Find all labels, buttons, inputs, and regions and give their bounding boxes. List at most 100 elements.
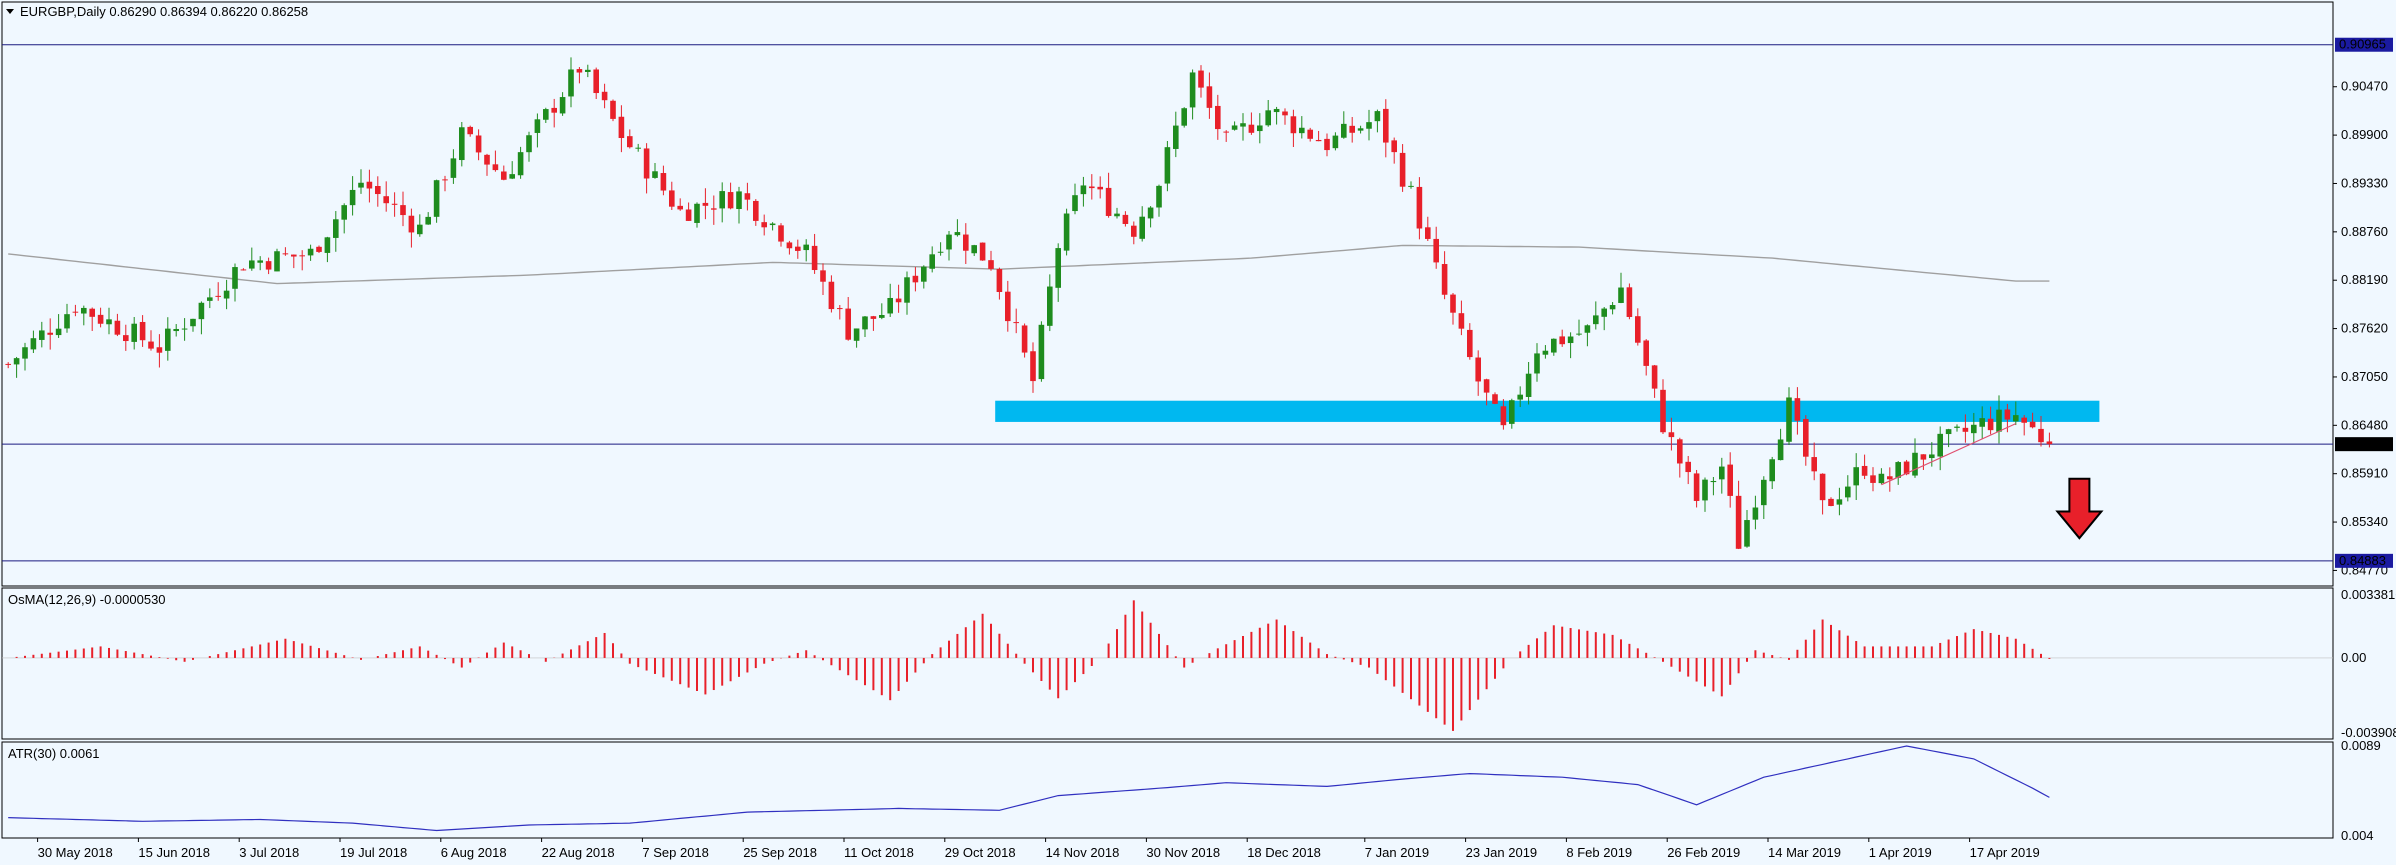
bull-candle-body (1945, 429, 1952, 435)
bear-candle-body (610, 100, 616, 119)
bull-candle-body (1601, 308, 1607, 317)
bear-candle-body (123, 335, 129, 342)
bear-candle-body (265, 261, 272, 270)
bull-candle-body (1374, 111, 1381, 122)
bear-candle-body (501, 171, 507, 180)
atr-y-tick-label: 0.0089 (2341, 738, 2381, 753)
bull-candle-body (1164, 147, 1171, 184)
bear-candle-body (1660, 389, 1666, 433)
x-axis: 30 May 2018 15 Jun 2018 3 Jul 2018 19 Jul 2… (37, 838, 2040, 860)
bull-candle-body (1769, 459, 1775, 482)
bear-candle-body (1500, 406, 1507, 426)
bull-candle-body (568, 69, 574, 97)
bear-candle-body (156, 347, 163, 353)
bull-candle-body (1357, 128, 1364, 131)
support-zone-rectangle[interactable] (995, 400, 2100, 422)
bear-candle-body (778, 225, 784, 242)
bull-candle-body (937, 251, 944, 253)
bull-candle-body (1509, 400, 1515, 424)
bull-candle-body (1265, 110, 1271, 126)
bull-candle-body (190, 318, 196, 327)
bull-candle-body (425, 216, 431, 225)
bear-candle-body (1122, 214, 1129, 224)
bear-candle-body (400, 205, 406, 216)
osma-title: OsMA(12,26,9) -0.0000530 (8, 592, 166, 607)
x-tick-label: 29 Oct 2018 (945, 845, 1016, 860)
bear-candle-body (442, 179, 448, 181)
bull-candle-body (307, 248, 314, 256)
collapse-triangle-icon[interactable] (6, 9, 14, 14)
bull-candle-body (1080, 185, 1087, 195)
bear-candle-body (1030, 351, 1036, 382)
price-y-tick-label: 0.85340 (2341, 514, 2388, 529)
bull-candle-body (1231, 125, 1238, 130)
x-tick-label: 8 Feb 2019 (1566, 845, 1632, 860)
x-tick-label: 15 Jun 2018 (138, 845, 210, 860)
bear-candle-body (551, 107, 557, 113)
bear-candle-body (1013, 322, 1019, 324)
bear-candle-body (375, 186, 381, 195)
bear-candle-body (2046, 441, 2053, 445)
osma-y-tick-label: 0.00 (2341, 650, 2366, 665)
bull-candle-body (1156, 185, 1162, 208)
price-y-tick-label: 0.87620 (2341, 321, 2388, 336)
bull-candle-body (526, 135, 532, 153)
bull-candle-body (585, 69, 591, 72)
bear-candle-body (1450, 294, 1456, 313)
bull-candle-body (904, 277, 910, 303)
bull-candle-body (1618, 287, 1624, 303)
x-tick-label: 11 Oct 2018 (844, 845, 914, 860)
bear-candle-body (870, 316, 877, 319)
bull-candle-body (1929, 454, 1935, 459)
bull-candle-body (1937, 433, 1943, 457)
bull-candle-body (1954, 426, 1960, 428)
bull-candle-body (1996, 409, 2002, 432)
bull-candle-body (417, 224, 423, 235)
bear-candle-body (988, 260, 994, 269)
bear-candle-body (1962, 427, 1969, 432)
bear-candle-body (1383, 108, 1389, 143)
level-price-label-box (2335, 37, 2393, 52)
bull-candle-body (635, 147, 641, 149)
bear-candle-body (912, 275, 919, 283)
bull-candle-body (433, 180, 440, 217)
bull-candle-body (232, 267, 238, 289)
bear-candle-body (2021, 417, 2027, 423)
bull-candle-body (341, 205, 347, 220)
bear-candle-body (391, 203, 398, 205)
bear-candle-body (1668, 432, 1675, 438)
bull-candle-body (1912, 452, 1918, 476)
bear-candle-body (811, 245, 818, 271)
bull-candle-body (13, 358, 20, 365)
bull-candle-body (543, 109, 549, 120)
bear-candle-body (1198, 70, 1204, 88)
bull-candle-body (165, 328, 171, 351)
bear-candle-body (1441, 264, 1448, 295)
bear-candle-body (1315, 139, 1322, 142)
bear-candle-body (1282, 111, 1288, 116)
trendline[interactable] (1881, 423, 2017, 486)
bear-candle-body (1467, 329, 1473, 358)
bear-candle-body (240, 269, 247, 271)
bull-candle-body (1710, 480, 1717, 483)
x-tick-label: 18 Dec 2018 (1247, 845, 1321, 860)
bear-candle-body (366, 181, 373, 189)
bull-candle-body (1786, 397, 1792, 442)
bear-candle-body (215, 295, 221, 297)
bull-candle-body (1845, 486, 1851, 498)
bull-candle-body (1895, 462, 1901, 478)
bull-candle-body (879, 314, 885, 318)
bear-candle-body (979, 242, 986, 261)
bull-candle-body (22, 347, 28, 359)
bear-candle-body (627, 136, 633, 148)
bull-candle-body (1719, 466, 1725, 480)
bear-candle-body (1920, 454, 1927, 460)
level-price-label-box (2335, 553, 2393, 568)
price-y-tick-label: 0.85910 (2341, 466, 2388, 481)
price-y-tick-label: 0.87050 (2341, 369, 2388, 384)
price-y-tick-label: 0.88190 (2341, 272, 2388, 287)
bear-candle-body (1433, 238, 1439, 263)
bull-candle-body (652, 171, 658, 178)
bull-candle-body (1836, 499, 1843, 505)
